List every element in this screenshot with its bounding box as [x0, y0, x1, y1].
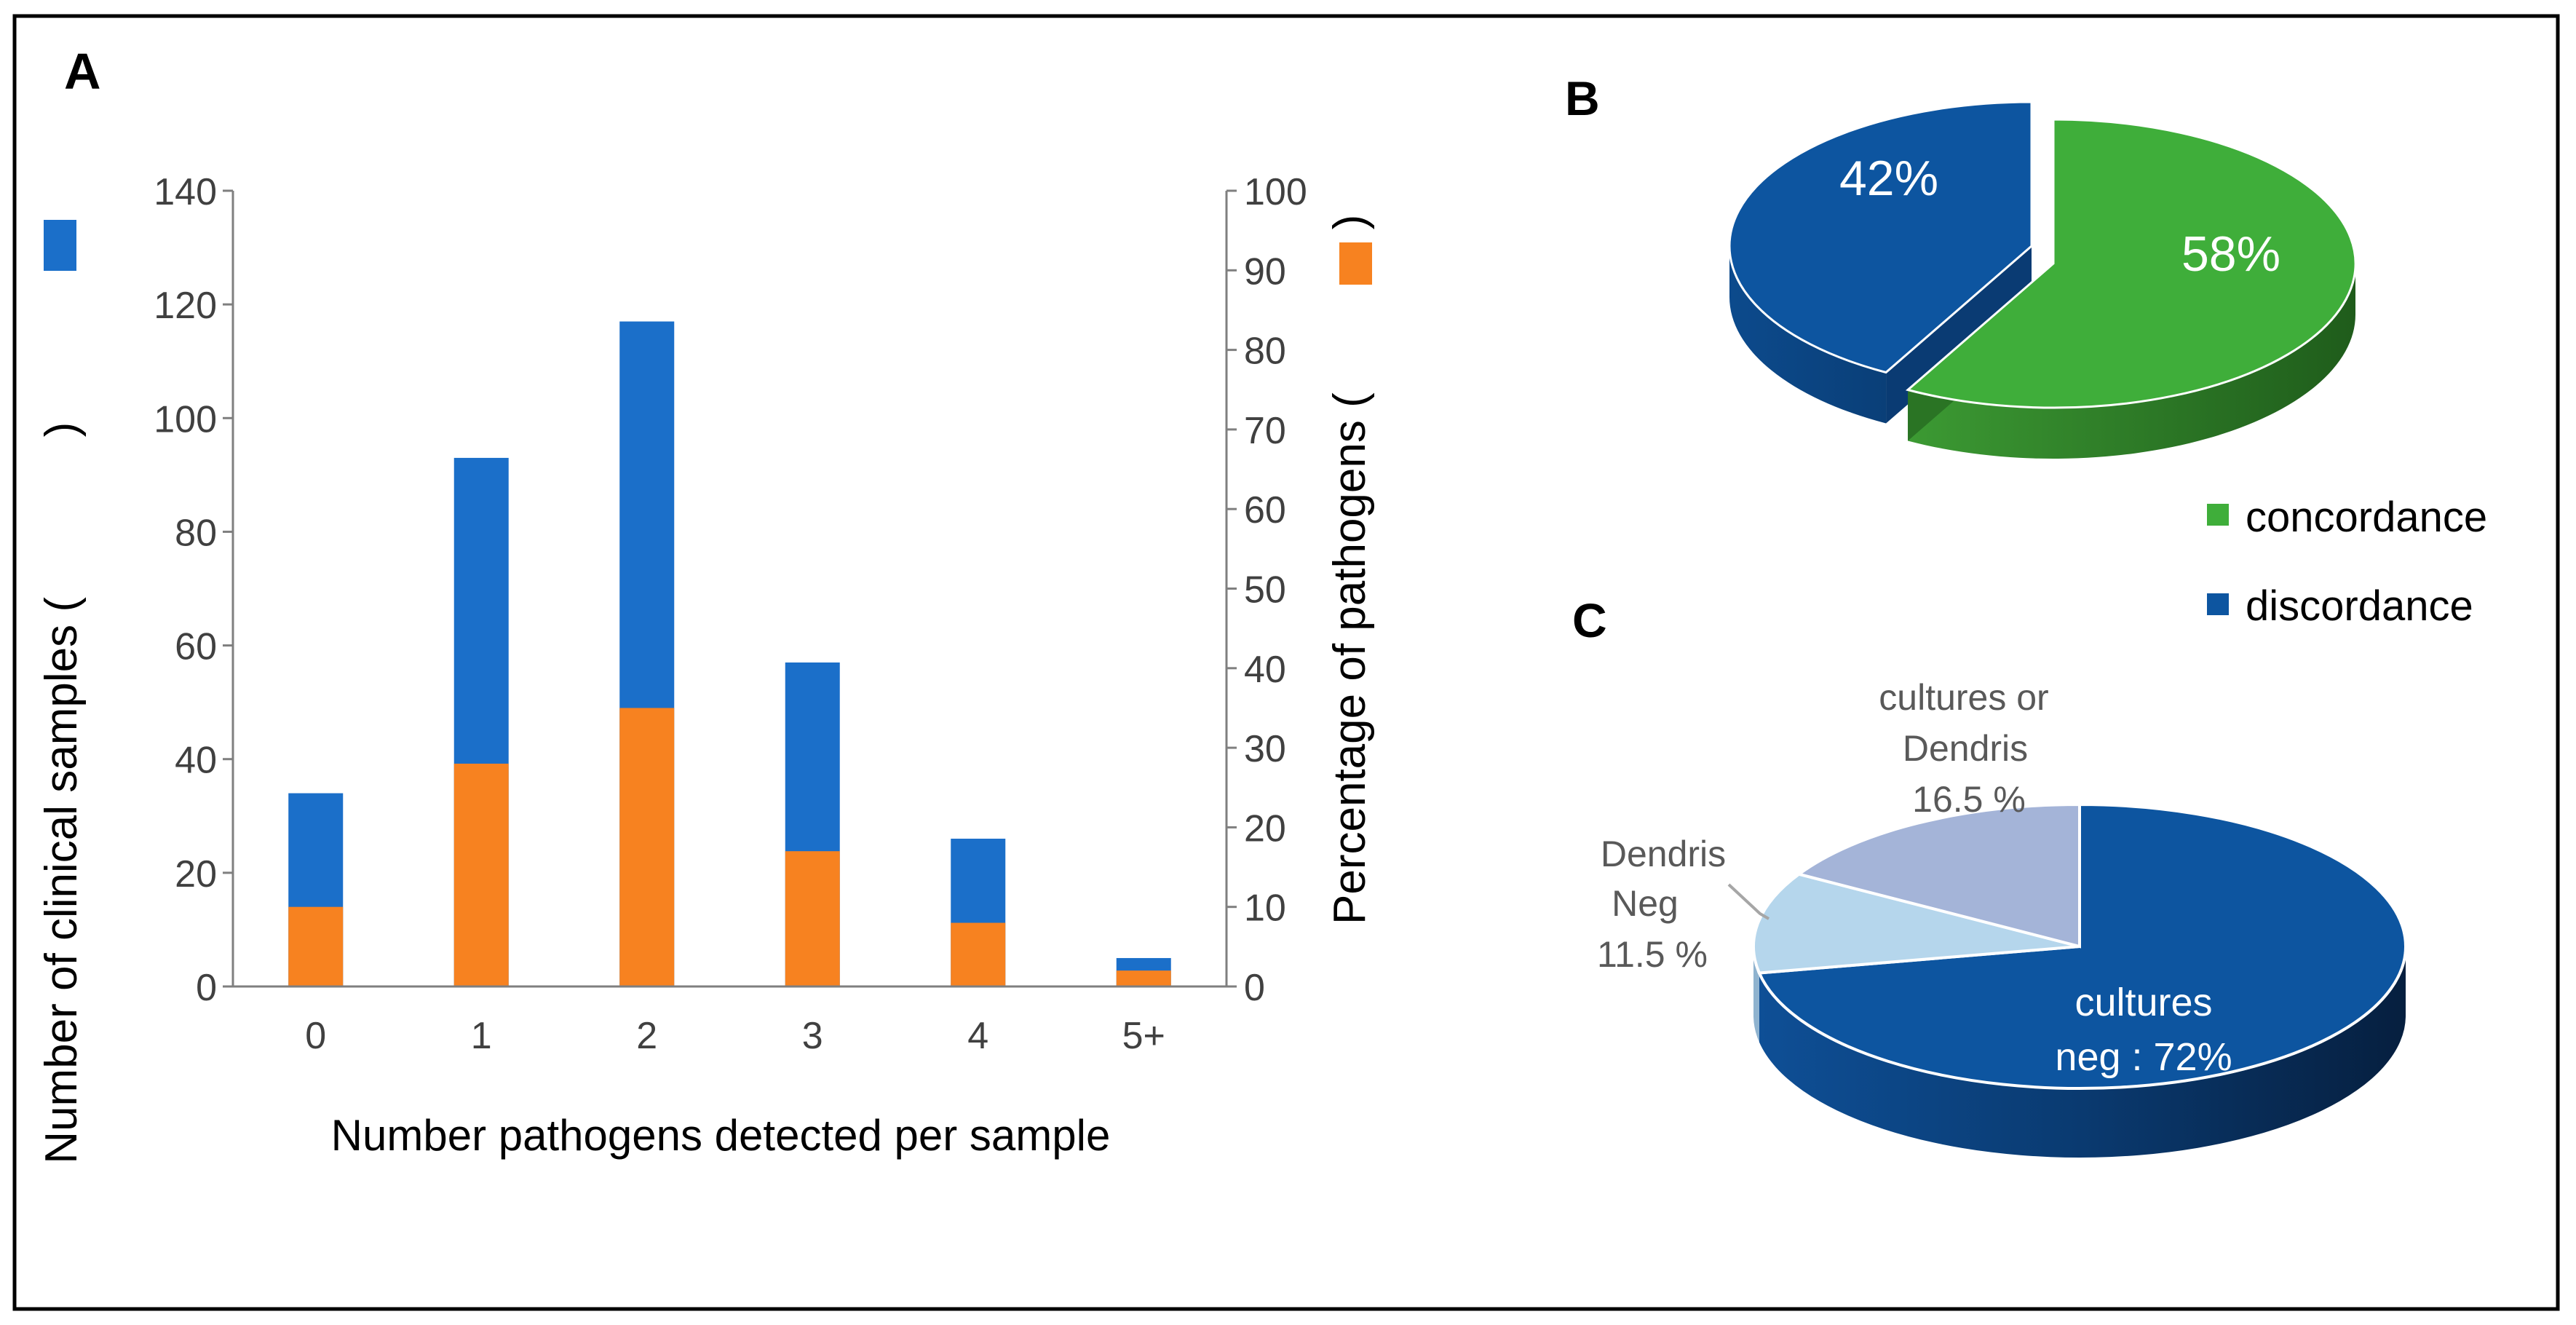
slice-concordance-side — [1908, 264, 2355, 459]
y2-tick-label: 100 — [1244, 171, 1307, 213]
y2-axis-legend-swatch — [1339, 242, 1372, 285]
y-tick-label: 20 — [175, 853, 217, 895]
slice-label-cultures-or-dendris-line3: 16.5 % — [1912, 779, 2026, 820]
y2-tick-label: 10 — [1244, 887, 1286, 930]
slice-label-cultures-neg-line1: cultures — [2074, 981, 2212, 1024]
bar-pathogens-2 — [619, 708, 675, 986]
slice-label-dendris-neg-line1: Dendris — [1601, 834, 1726, 874]
y2-tick-label: 30 — [1244, 728, 1286, 770]
y2-tick-label: 0 — [1244, 967, 1265, 1009]
y-axis-left: 0 20 40 60 80 100 120 140 — [154, 171, 234, 1009]
x-tick-label: 0 — [305, 1015, 326, 1057]
y-tick-label: 0 — [196, 967, 217, 1009]
y-axis-label-close: ) — [36, 422, 87, 438]
y2-tick-label: 50 — [1244, 569, 1286, 612]
bar-pathogens-5+ — [1116, 970, 1171, 986]
y-tick-label: 140 — [154, 171, 217, 213]
slice-discordance-top — [1728, 100, 2033, 374]
legend-label-discordance: discordance — [2246, 582, 2473, 630]
y2-tick-label: 60 — [1244, 489, 1286, 531]
bars — [288, 321, 1171, 986]
pie-chart-c — [1752, 802, 2408, 1158]
slice-label-dendris-neg-line2: Neg — [1612, 883, 1679, 924]
x-tick-label: 1 — [471, 1015, 492, 1057]
slice-cultures-neg-top — [1756, 802, 2408, 1090]
pie-c-labels: cultures neg : 72% Dendris Neg 11.5 % cu… — [1597, 677, 2232, 1079]
legend-swatch-concordance — [2207, 504, 2229, 526]
bar-pathogens-1 — [453, 763, 509, 986]
y-axis-right: 0 10 20 30 40 50 60 70 80 90 100 — [1225, 171, 1307, 1009]
panel-label-a: A — [64, 43, 101, 100]
bar-pathogens-4 — [951, 922, 1006, 986]
x-tick-label: 2 — [636, 1015, 657, 1057]
y2-tick-label: 70 — [1244, 410, 1286, 452]
y2-tick-label: 90 — [1244, 250, 1286, 293]
bar-pathogens-0 — [288, 906, 344, 986]
slice-dendris-neg-top — [1752, 872, 2080, 975]
x-tick-label: 3 — [802, 1015, 823, 1057]
y2-axis-label: Percentage of pathogens ( — [1325, 392, 1375, 925]
y-axis-label: Number of clinical samples ( — [36, 597, 87, 1164]
y-tick-label: 120 — [154, 285, 217, 327]
slice-label-cultures-neg-line2: neg : 72% — [2055, 1035, 2232, 1079]
y-tick-label: 60 — [175, 626, 217, 668]
slice-label-discordance: 42% — [1839, 151, 1938, 206]
slice-cultures-or-dendris-top — [1795, 802, 2081, 949]
legend-swatch-discordance — [2207, 593, 2229, 615]
y-tick-label: 100 — [154, 398, 217, 440]
y-axis-legend-swatch — [44, 220, 76, 271]
slice-label-concordance: 58% — [2181, 226, 2280, 282]
panel-label-c: C — [1572, 593, 1607, 647]
y-tick-label: 40 — [175, 740, 217, 782]
y2-tick-label: 40 — [1244, 649, 1286, 691]
slice-concordance-top — [1905, 118, 2357, 409]
slice-label-cultures-or-dendris-line1: cultures or — [1879, 677, 2048, 718]
x-tick-label: 4 — [967, 1015, 988, 1057]
y2-tick-label: 20 — [1244, 807, 1286, 850]
legend-label-concordance: concordance — [2246, 494, 2487, 541]
slice-label-dendris-neg-line3: 11.5 % — [1597, 934, 1708, 975]
pie-chart-b: 58% 42% — [1728, 100, 2357, 459]
figure-frame — [12, 14, 2560, 1311]
y-tick-label: 80 — [175, 512, 217, 554]
x-axis: 0 1 2 3 4 5+ — [233, 985, 1226, 1057]
slice-label-cultures-or-dendris-line2: Dendris — [1903, 728, 2028, 769]
x-tick-label: 5+ — [1122, 1015, 1165, 1057]
y2-tick-label: 80 — [1244, 331, 1286, 373]
slice-cultures-neg-side — [1759, 946, 2406, 1158]
legend: concordance discordance — [2207, 494, 2487, 630]
y2-axis-label-close: ) — [1325, 215, 1375, 230]
x-axis-label: Number pathogens detected per sample — [331, 1111, 1111, 1160]
slice-discordance-side — [1729, 246, 1887, 424]
leader-line-dendris-neg — [1727, 883, 1770, 920]
bar-pathogens-3 — [785, 851, 840, 986]
panel-label-b: B — [1565, 71, 1600, 125]
